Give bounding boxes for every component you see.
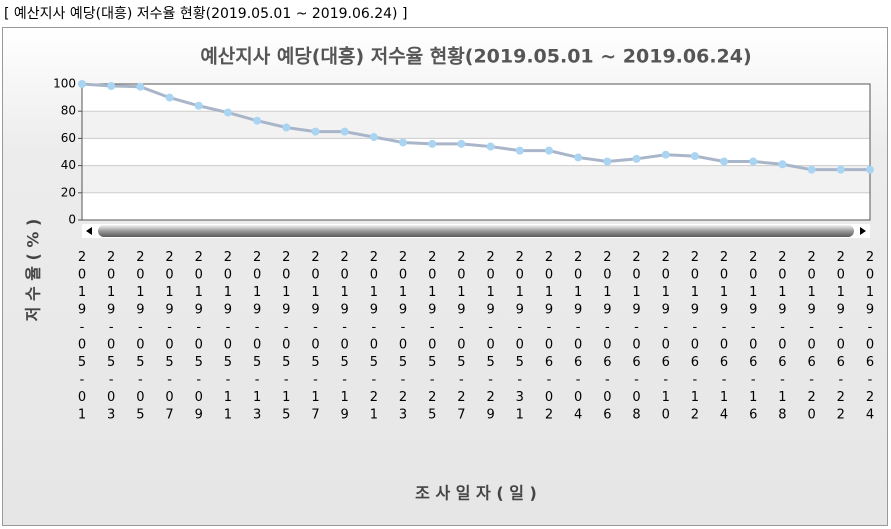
data-point [369, 133, 378, 142]
x-tick-label: 2019-05-13 [250, 250, 265, 425]
data-point [136, 82, 145, 91]
data-point [632, 154, 641, 163]
x-tick-label: 2019-06-24 [863, 250, 878, 425]
x-tick-label: 2019-05-03 [104, 250, 119, 425]
plot-area [81, 83, 871, 221]
x-tick-label: 2019-05-17 [308, 250, 323, 425]
data-point [486, 142, 495, 151]
x-tick-label: 2019-05-25 [425, 250, 440, 425]
data-point [107, 82, 116, 91]
x-tick-label: 2019-06-08 [629, 250, 644, 425]
x-axis-label: 조 사 일 자 ( 일 ) [415, 484, 537, 503]
y-tick-label: 20 [61, 185, 76, 199]
x-tick-label: 2019-05-19 [337, 250, 352, 425]
data-point [778, 160, 787, 169]
chart-title: 예산지사 예당(대흥) 저수율 현황(2019.05.01 ~ 2019.06.… [200, 45, 751, 68]
grid-band [82, 111, 870, 139]
grid-band [82, 165, 870, 193]
data-point [603, 157, 612, 166]
scroll-right[interactable] [860, 227, 866, 235]
x-tick-label: 2019-05-15 [279, 250, 294, 425]
data-point [574, 153, 583, 162]
x-tick-label: 2019-06-02 [541, 250, 556, 425]
x-tick-label: 2019-06-12 [687, 250, 702, 425]
x-tick-label: 2019-06-14 [717, 250, 732, 425]
x-tick-label: 2019-05-05 [133, 250, 148, 425]
y-axis-label: 저 수 율 ( % ) [24, 219, 43, 322]
data-point [253, 116, 262, 125]
x-tick-label: 2019-05-29 [483, 250, 498, 425]
y-tick-label: 100 [53, 77, 76, 91]
x-tick-label: 2019-06-10 [658, 250, 673, 425]
page-title: [ 예산지사 예당(대흥) 저수율 현황(2019.05.01 ~ 2019.0… [4, 6, 407, 22]
data-point [836, 165, 845, 174]
data-point [515, 146, 524, 155]
data-point [223, 108, 232, 117]
data-point [340, 127, 349, 136]
data-point [661, 150, 670, 159]
x-tick-label: 2019-05-27 [454, 250, 469, 425]
y-tick-label: 40 [61, 158, 76, 172]
data-point [544, 146, 553, 155]
scrollbar-thumb[interactable] [98, 225, 854, 237]
data-point [428, 139, 437, 148]
plot-border [81, 83, 871, 221]
x-tick-label: 2019-06-20 [804, 250, 819, 425]
x-tick-label: 2019-05-09 [191, 250, 206, 425]
data-point [282, 123, 291, 132]
x-tick-label: 2019-06-22 [833, 250, 848, 425]
y-tick-label: 60 [61, 131, 76, 145]
data-point [457, 139, 466, 148]
x-tick-label: 2019-05-11 [220, 250, 235, 425]
data-point [720, 157, 729, 166]
x-tick-label: 2019-06-18 [775, 250, 790, 425]
data-point [749, 157, 758, 166]
data-point [194, 101, 203, 110]
x-tick-label: 2019-05-07 [162, 250, 177, 425]
data-point [399, 138, 408, 147]
data-point [311, 127, 320, 136]
x-tick-label: 2019-05-23 [396, 250, 411, 425]
x-tick-label: 2019-06-06 [600, 250, 615, 425]
x-tick-label: 2019-05-21 [366, 250, 381, 425]
x-tick-label: 2019-05-31 [512, 250, 527, 425]
x-tick-label: 2019-06-16 [746, 250, 761, 425]
data-point [807, 165, 816, 174]
data-point [165, 93, 174, 102]
data-point [78, 80, 86, 88]
y-tick-label: 80 [61, 104, 76, 118]
y-tick-label: 0 [68, 213, 76, 227]
data-point [866, 165, 874, 174]
series-line [81, 82, 870, 172]
scroll-left[interactable] [86, 227, 92, 235]
x-tick-label: 2019-06-04 [571, 250, 586, 425]
data-point [690, 152, 699, 161]
x-tick-label: 2019-05-01 [75, 250, 90, 425]
